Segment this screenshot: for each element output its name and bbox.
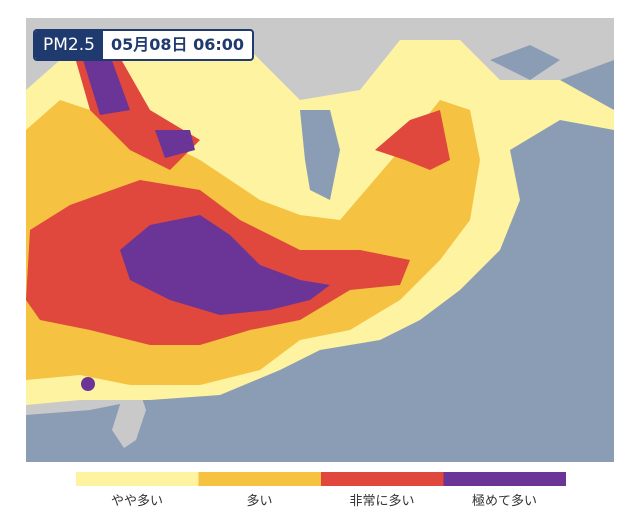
datetime: 05月08日 06:00 [110,35,245,54]
lake [490,45,560,80]
legend-label: 多い [246,494,273,509]
map-area [26,18,614,462]
legend-swatch [443,472,566,486]
legend-swatch [198,472,321,486]
legend-swatch [76,472,199,486]
island [112,392,146,448]
haze-extreme [80,50,195,158]
sea [300,110,340,200]
haze-high [375,110,450,170]
haze-extreme [120,215,330,315]
legend-label: 非常に多い [349,494,415,509]
legend-label: やや多い [110,494,163,509]
haze-extreme [81,377,95,391]
pollutant-label: PM2.5 [35,31,103,59]
legend [76,472,566,486]
legend-label: 極めて多い [471,494,537,509]
legend-swatch [321,472,444,486]
header: PM2.5 05月08日 06:00 [33,29,255,61]
